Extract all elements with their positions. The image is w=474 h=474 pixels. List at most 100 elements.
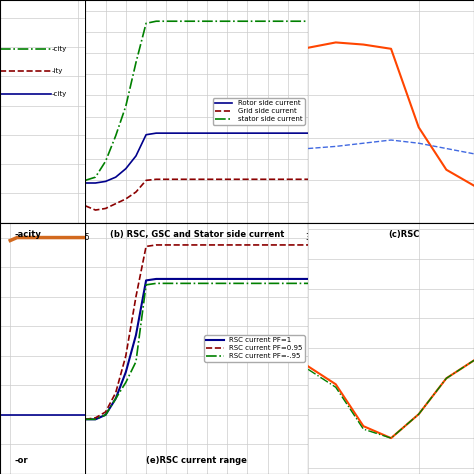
Y-axis label: (A): (A) xyxy=(50,341,60,356)
Text: (b) RSC, GSC and Stator side current: (b) RSC, GSC and Stator side current xyxy=(109,230,284,239)
Text: (c)RSC: (c)RSC xyxy=(389,230,420,239)
Rotor side current xyxy=(285,130,291,136)
Rotor side current xyxy=(143,132,149,137)
Text: (e)RSC current range: (e)RSC current range xyxy=(146,456,247,465)
RSC current PF=1 xyxy=(184,276,190,282)
Grid side current xyxy=(123,196,128,202)
RSC current PF=1 xyxy=(82,417,88,422)
Rotor side current xyxy=(123,166,128,172)
RSC current PF=1 xyxy=(204,276,210,282)
Legend: RSC current PF=1, RSC current PF=0.95, RSC current PF=-.95: RSC current PF=1, RSC current PF=0.95, R… xyxy=(204,335,305,362)
Y-axis label: (A): (A) xyxy=(43,104,54,118)
RSC current PF=0.95 xyxy=(164,242,169,248)
Grid side current xyxy=(113,201,118,207)
Text: -or: -or xyxy=(14,456,28,465)
Grid side current xyxy=(164,176,169,182)
RSC current PF=0.95 xyxy=(305,242,311,248)
stator side current xyxy=(265,18,271,24)
stator side current xyxy=(82,177,88,183)
RSC current PF=1 xyxy=(123,369,128,375)
stator side current xyxy=(113,133,118,138)
RSC current PF=-.95 xyxy=(204,281,210,286)
Rotor side current xyxy=(92,180,98,186)
Grid side current xyxy=(285,176,291,182)
RSC current PF=-.95 xyxy=(103,412,109,418)
Grid side current xyxy=(143,177,149,183)
RSC current PF=1 xyxy=(133,332,139,338)
RSC current PF=0.95 xyxy=(204,242,210,248)
RSC current PF=1 xyxy=(143,278,149,283)
Rotor side current xyxy=(184,130,190,136)
RSC current PF=1 xyxy=(154,276,159,282)
RSC current PF=-.95 xyxy=(123,380,128,385)
RSC current PF=0.95 xyxy=(285,242,291,248)
Grid side current xyxy=(154,176,159,182)
Line: Rotor side current: Rotor side current xyxy=(85,133,308,183)
Grid side current xyxy=(82,203,88,209)
Line: RSC current PF=0.95: RSC current PF=0.95 xyxy=(85,245,308,419)
RSC current PF=0.95 xyxy=(143,244,149,249)
Line: RSC current PF=1: RSC current PF=1 xyxy=(85,279,308,419)
RSC current PF=-.95 xyxy=(113,396,118,401)
RSC current PF=0.95 xyxy=(265,242,271,248)
Text: -city: -city xyxy=(51,91,66,97)
RSC current PF=0.95 xyxy=(113,390,118,396)
RSC current PF=1 xyxy=(113,396,118,401)
Text: -acity: -acity xyxy=(14,230,41,239)
RSC current PF=0.95 xyxy=(224,242,230,248)
Grid side current xyxy=(245,176,250,182)
Grid side current xyxy=(103,206,109,211)
Grid side current xyxy=(92,207,98,213)
RSC current PF=0.95 xyxy=(154,242,159,248)
stator side current xyxy=(143,20,149,26)
stator side current xyxy=(103,158,109,164)
Line: RSC current PF=-.95: RSC current PF=-.95 xyxy=(85,283,308,419)
RSC current PF=-.95 xyxy=(285,281,291,286)
RSC current PF=-.95 xyxy=(224,281,230,286)
Rotor side current xyxy=(204,130,210,136)
Grid side current xyxy=(305,176,311,182)
RSC current PF=-.95 xyxy=(133,359,139,365)
Line: Grid side current: Grid side current xyxy=(85,179,308,210)
RSC current PF=1 xyxy=(305,276,311,282)
X-axis label: Wind speed (m/s): Wind speed (m/s) xyxy=(152,247,241,256)
RSC current PF=1 xyxy=(224,276,230,282)
Grid side current xyxy=(184,176,190,182)
Rotor side current xyxy=(82,180,88,186)
RSC current PF=1 xyxy=(92,417,98,422)
stator side current xyxy=(154,18,159,24)
Text: -city: -city xyxy=(51,46,66,52)
stator side current xyxy=(164,18,169,24)
RSC current PF=-.95 xyxy=(143,282,149,288)
RSC current PF=-.95 xyxy=(164,281,169,286)
RSC current PF=0.95 xyxy=(82,417,88,422)
Rotor side current xyxy=(224,130,230,136)
Rotor side current xyxy=(133,153,139,159)
Grid side current xyxy=(204,176,210,182)
Rotor side current xyxy=(164,130,169,136)
RSC current PF=0.95 xyxy=(92,415,98,421)
stator side current xyxy=(245,18,250,24)
RSC current PF=0.95 xyxy=(103,409,109,415)
Text: -ity: -ity xyxy=(51,68,63,74)
RSC current PF=0.95 xyxy=(245,242,250,248)
RSC current PF=0.95 xyxy=(123,353,128,359)
Rotor side current xyxy=(245,130,250,136)
RSC current PF=1 xyxy=(103,412,109,418)
RSC current PF=0.95 xyxy=(133,294,139,300)
RSC current PF=-.95 xyxy=(305,281,311,286)
Grid side current xyxy=(265,176,271,182)
stator side current xyxy=(92,174,98,180)
RSC current PF=0.95 xyxy=(184,242,190,248)
RSC current PF=1 xyxy=(285,276,291,282)
RSC current PF=1 xyxy=(265,276,271,282)
Rotor side current xyxy=(103,179,109,184)
RSC current PF=-.95 xyxy=(265,281,271,286)
Rotor side current xyxy=(113,174,118,180)
Grid side current xyxy=(133,189,139,195)
Rotor side current xyxy=(265,130,271,136)
Rotor side current xyxy=(154,130,159,136)
RSC current PF=-.95 xyxy=(92,417,98,422)
RSC current PF=-.95 xyxy=(154,281,159,286)
RSC current PF=1 xyxy=(164,276,169,282)
